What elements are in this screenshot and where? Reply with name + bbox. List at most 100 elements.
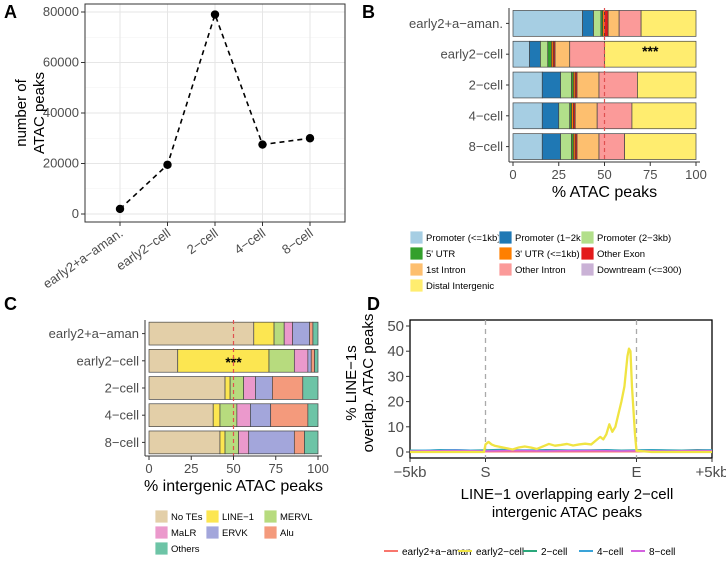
y-tick-label-a: 40000 [43,105,79,120]
panel-label-a: A [4,2,17,22]
x-axis-label-line-d: intergenic ATAC peaks [492,504,642,521]
bar-segment [512,40,530,68]
bar-segment [293,349,309,373]
legend-label-c: Alu [280,528,294,539]
legend-label-b: Promoter (2−3kb) [597,233,671,244]
bar-segment [255,376,273,400]
bar-segment [637,71,697,99]
bar-segment [273,321,285,346]
bar-segment [312,321,319,346]
data-point-a [258,140,267,149]
x-tick-label-a: 4−cell [231,225,268,257]
legend-label-b: 5' UTR [426,249,455,260]
bar-segment [229,376,244,400]
plot-border-a [84,3,346,223]
data-point-a [305,134,315,143]
bar-segment [560,133,572,160]
legend-label-d: early2+a−aman [402,547,472,558]
bar-segment [302,376,319,400]
x-tick-label: 75 [269,461,283,476]
bar-segment [272,376,304,400]
panel-label-c: C [4,294,17,314]
bar-segment [569,40,605,68]
legend-swatch-c [263,509,278,524]
bar-segment [212,403,221,427]
legend-swatch-c [154,525,169,540]
y-tick-label: 2−cell [469,78,503,93]
x-tick-label: 0 [509,167,516,182]
plot-area-d [409,319,713,459]
y-tick-label-d: 10 [387,419,404,436]
y-tick-label-d: 30 [387,368,404,385]
bar-segment [598,71,638,99]
x-tick-label: 25 [552,167,566,182]
data-point-a [115,204,125,214]
bar-segment [253,321,275,346]
bar-segment [540,40,549,68]
chart-c: early2+a−aman early2−cell *** 2−cell 4−cell 8… [49,320,329,495]
legend-d: early2+a−aman early2−cell 2−cell 4−cell 8−ce… [384,547,675,558]
legend-label-b: Promoter (1−2kb) [515,233,589,244]
y-tick-label: early2−cell [76,353,139,368]
bar-segment [307,403,319,427]
y-axis-label-line-d: % LINE−1s [343,345,360,420]
x-axis-label-d: LINE−1 overlapping early 2−cell intergeni… [461,486,674,521]
significance-annotation: *** [225,354,242,370]
bar-segment [541,71,561,99]
bar-segment [304,430,319,455]
bar-segment [148,349,179,373]
legend-label-c: ERVK [222,528,248,539]
legend-swatch-c [154,509,169,524]
legend-label-b: Other Exon [597,249,645,260]
bar-segment [607,10,620,37]
bar-segment [268,349,295,373]
legend-label-c: MERVL [280,512,313,523]
bar-segment [604,40,697,68]
bar-segment [618,10,642,37]
chart-d: 0 10 20 30 40 50 −5kb S E +5kb % LINE−1soverlap. A… [343,314,726,521]
bar-segment [309,321,314,346]
y-tick-label: early2−cell [440,47,503,62]
bar-segment [236,403,251,427]
y-tick-label-a: 80000 [43,4,79,19]
y-tick-label: 8−cell [469,139,503,154]
legend-swatch-c [154,541,169,556]
legend-swatch-b [409,246,424,261]
legend-label-b: 1st Intron [426,265,466,276]
bar-segment [224,430,239,455]
legend-swatch-b [580,262,595,277]
x-tick-label: 75 [643,167,657,182]
bar-segment [576,133,600,160]
bar-segment [219,403,238,427]
y-axis-label-a: number ofATAC peaks [13,72,48,154]
bar-segment [148,376,226,400]
bar-segment [541,133,561,160]
legend-swatch-b [498,230,513,245]
data-point-a [163,160,172,169]
bar-segment [512,102,543,130]
legend-swatch-b [409,262,424,277]
bar-segment [574,102,598,130]
x-tick-label-d: +5kb [696,464,726,481]
y-axis-label-d: % LINE−1soverlap. ATAC peaks [343,314,377,453]
bar-segment [631,102,697,130]
legend-swatch-b [498,246,513,261]
bar-segment [576,71,600,99]
bar-segment [219,430,226,455]
bar-segment [598,133,625,160]
y-tick-label: 8−cell [105,435,139,450]
bar-segment [582,10,594,37]
y-tick-label: early2+a−aman. [409,16,503,31]
y-tick-label-d: 40 [387,343,404,360]
bar-segment [292,321,310,346]
legend-label-b: Promoter (<=1kb) [426,233,500,244]
y-tick-label: early2+a−aman [49,326,139,341]
chart-a: 0 20000 40000 60000 80000 early2+a−aman.early… [13,3,346,291]
panel-label-b: B [362,2,375,22]
y-tick-label-d: 0 [396,444,404,461]
x-tick-label-a: early2−cell [113,225,173,273]
y-tick-label-d: 20 [387,394,404,411]
legend-swatch-b [409,230,424,245]
bar-segment [307,349,312,373]
